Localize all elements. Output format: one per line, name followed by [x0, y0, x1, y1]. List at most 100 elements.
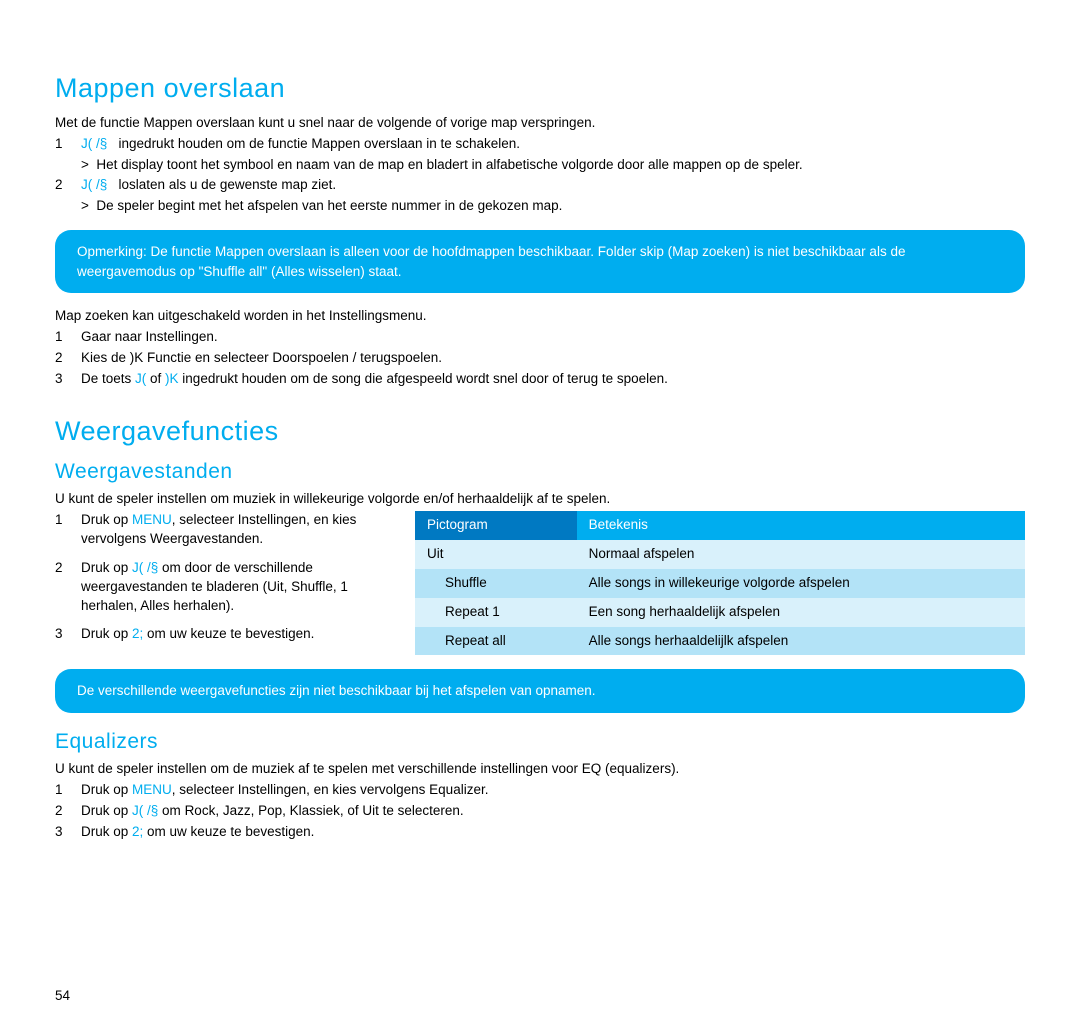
- sub1-note: De verschillende weergavefuncties zijn n…: [55, 669, 1025, 713]
- button-ref: 2;: [132, 824, 143, 839]
- step-number: 1: [55, 328, 67, 347]
- step-text: Druk op MENU, selecteer Instellingen, en…: [81, 511, 395, 549]
- sub2-step-3: 3 Druk op 2; om uw keuze te bevestigen.: [55, 823, 1025, 842]
- text-part: De toets: [81, 371, 135, 386]
- playmodes-layout: 1 Druk op MENU, selecteer Instellingen, …: [55, 511, 1025, 655]
- cell-icon: Shuffle: [415, 569, 577, 598]
- cell-icon: Uit: [415, 540, 577, 569]
- text-part: .: [438, 350, 442, 365]
- step-number: 3: [55, 370, 67, 389]
- text-part: of: [146, 371, 165, 386]
- sec1-post-step-1: 1 Gaar naar Instellingen.: [55, 328, 1025, 347]
- step-number: 3: [55, 625, 67, 644]
- step-text: Druk op 2; om uw keuze te bevestigen.: [81, 625, 395, 644]
- text-part: Druk op: [81, 803, 132, 818]
- cell-meaning: Alle songs in willekeurige volgorde afsp…: [577, 569, 1025, 598]
- sub1-step-3: 3 Druk op 2; om uw keuze te bevestigen.: [55, 625, 395, 644]
- cell-label: Repeat all: [445, 633, 506, 648]
- th-pictogram: Pictogram: [415, 511, 577, 540]
- cell-icon: Repeat all: [415, 627, 577, 656]
- section2-title: Weergavefuncties: [55, 413, 1025, 451]
- result-content: Het display toont het symbool en naam va…: [96, 157, 802, 172]
- text-part: Kies de )K Functie en selecteer: [81, 350, 272, 365]
- section1-intro: Met de functie Mappen overslaan kunt u s…: [55, 114, 1025, 133]
- button-ref: )K: [165, 371, 179, 386]
- step-text: J( /§ ingedrukt houden om de functie Map…: [81, 135, 1025, 154]
- step-number: 2: [55, 802, 67, 821]
- result-marker: [55, 156, 67, 175]
- result-marker: [55, 197, 67, 216]
- button-ref: 2;: [132, 626, 143, 641]
- step-number: 1: [55, 781, 67, 800]
- step-text: Druk op J( /§ om door de verschillende w…: [81, 559, 395, 616]
- text-part: , selecteer Instellingen, en kies vervol…: [172, 782, 429, 797]
- step-number: 1: [55, 135, 67, 154]
- text-part: Druk op: [81, 560, 132, 575]
- cell-label: Shuffle: [445, 575, 487, 590]
- section2-sub2-intro: U kunt de speler instellen om de muziek …: [55, 760, 1025, 779]
- sec1-step-2: 2 J( /§ loslaten als u de gewenste map z…: [55, 176, 1025, 195]
- sub2-step-2: 2 Druk op J( /§ om Rock, Jazz, Pop, Klas…: [55, 802, 1025, 821]
- text-part: Gaar naar: [81, 329, 146, 344]
- text-part: .: [485, 782, 489, 797]
- section2-sub2-title: Equalizers: [55, 727, 1025, 756]
- button-ref: J( /§: [81, 136, 107, 151]
- step-number: 2: [55, 349, 67, 368]
- cell-meaning: Een song herhaaldelijk afspelen: [577, 598, 1025, 627]
- button-ref: MENU: [132, 512, 172, 527]
- step-text: Gaar naar Instellingen.: [81, 328, 1025, 347]
- result-content: De speler begint met het afspelen van he…: [96, 198, 562, 213]
- step-text: Kies de )K Functie en selecteer Doorspoe…: [81, 349, 1025, 368]
- text-part: om uw keuze te bevestigen.: [143, 626, 314, 641]
- step-text: Druk op MENU, selecteer Instellingen, en…: [81, 781, 1025, 800]
- cell-meaning: Normaal afspelen: [577, 540, 1025, 569]
- button-ref: J( /§: [81, 177, 107, 192]
- step-text: J( /§ loslaten als u de gewenste map zie…: [81, 176, 1025, 195]
- playmodes-table: Pictogram Betekenis Uit Normaal afspelen…: [415, 511, 1025, 655]
- text-part: Druk op: [81, 824, 132, 839]
- table-row: Shuffle Alle songs in willekeurige volgo…: [415, 569, 1025, 598]
- step-tail: loslaten als u de gewenste map ziet.: [119, 177, 337, 192]
- text-bold: Rock, Jazz, Pop, Klassiek, of Uit: [185, 803, 379, 818]
- sub1-step-1: 1 Druk op MENU, selecteer Instellingen, …: [55, 511, 395, 549]
- th-betekenis: Betekenis: [577, 511, 1025, 540]
- sec1-post-step-2: 2 Kies de )K Functie en selecteer Doorsp…: [55, 349, 1025, 368]
- text-part: om uw keuze te bevestigen.: [143, 824, 314, 839]
- sec1-result-1: > Het display toont het symbool en naam …: [55, 156, 1025, 175]
- playmodes-steps: 1 Druk op MENU, selecteer Instellingen, …: [55, 511, 395, 646]
- result-text: > De speler begint met het afspelen van …: [81, 197, 1025, 216]
- step-number: 2: [55, 559, 67, 616]
- text-part: om: [158, 803, 184, 818]
- text-part: .: [214, 329, 218, 344]
- result-text: > Het display toont het symbool en naam …: [81, 156, 1025, 175]
- section2-sub1-title: Weergavestanden: [55, 457, 1025, 486]
- table-row: Repeat 1 Een song herhaaldelijk afspelen: [415, 598, 1025, 627]
- step-number: 1: [55, 511, 67, 549]
- button-ref: J(: [135, 371, 146, 386]
- step-number: 3: [55, 823, 67, 842]
- cell-icon: Repeat 1: [415, 598, 577, 627]
- cell-label: Repeat 1: [445, 604, 500, 619]
- button-ref: J( /§: [132, 560, 158, 575]
- text-part: Druk op: [81, 782, 132, 797]
- step-number: 2: [55, 176, 67, 195]
- sec1-post-step-3: 3 De toets J( of )K ingedrukt houden om …: [55, 370, 1025, 389]
- button-ref: J( /§: [132, 803, 158, 818]
- section2-sub1-intro: U kunt de speler instellen om muziek in …: [55, 490, 1025, 509]
- table-row: Uit Normaal afspelen: [415, 540, 1025, 569]
- playmodes-table-wrap: Pictogram Betekenis Uit Normaal afspelen…: [415, 511, 1025, 655]
- text-part: Druk op: [81, 626, 132, 641]
- step-text: Druk op 2; om uw keuze te bevestigen.: [81, 823, 1025, 842]
- sec1-post-note: Map zoeken kan uitgeschakeld worden in h…: [55, 307, 1025, 326]
- sec1-note: Opmerking: De functie Mappen overslaan i…: [55, 230, 1025, 293]
- text-bold: Doorspoelen / terugspoelen: [272, 350, 438, 365]
- step-tail: ingedrukt houden om de functie Mappen ov…: [119, 136, 521, 151]
- section1-title: Mappen overslaan: [55, 70, 1025, 108]
- sec1-result-2: > De speler begint met het afspelen van …: [55, 197, 1025, 216]
- text-bold: Instellingen: [146, 329, 214, 344]
- cell-label: Uit: [427, 546, 444, 561]
- table-header-row: Pictogram Betekenis: [415, 511, 1025, 540]
- cell-meaning: Alle songs herhaaldelijlk afspelen: [577, 627, 1025, 656]
- step-text: Druk op J( /§ om Rock, Jazz, Pop, Klassi…: [81, 802, 1025, 821]
- text-bold: Equalizer: [429, 782, 485, 797]
